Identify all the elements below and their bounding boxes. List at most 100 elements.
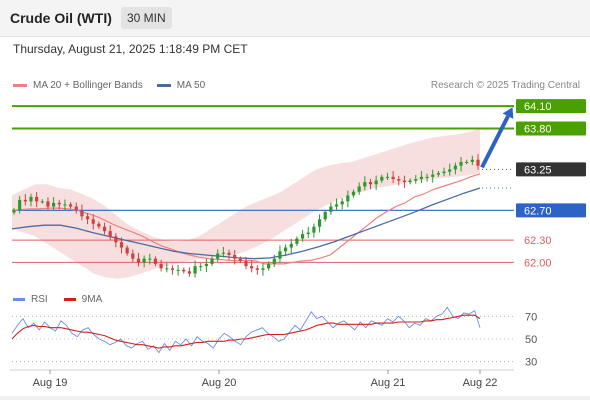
legend-item-9ma: 9MA (63, 294, 102, 305)
candle-body (204, 263, 208, 267)
candle-body (114, 236, 118, 243)
candle-body (244, 260, 248, 267)
timeframe-badge[interactable]: 30 MIN (121, 7, 172, 29)
candle-body (323, 211, 327, 220)
candle-body (317, 219, 322, 227)
candle-body (193, 266, 197, 274)
candle-body (142, 258, 146, 263)
candle-body (414, 179, 418, 181)
rsi-tick-30: 30 (525, 357, 537, 369)
candle-body (374, 180, 378, 185)
candle-body (85, 216, 90, 220)
rsi-line (11, 306, 481, 354)
candle-body (312, 226, 316, 233)
candle-body (476, 159, 480, 166)
datetime-label: Thursday, August 21, 2025 1:18:49 PM CET (13, 42, 248, 56)
legend-item-ma50: MA 50 (156, 80, 206, 91)
level-tag-62-70 (516, 203, 586, 218)
rsi-swatch (13, 298, 25, 301)
candle-body (368, 182, 373, 185)
candle-body (346, 195, 350, 202)
candle-body (210, 258, 214, 264)
candle-body (300, 234, 305, 239)
x-tick-label: Aug 19 (33, 377, 68, 389)
candle-body (187, 271, 192, 274)
candle-body (250, 266, 254, 269)
candle-body (255, 268, 259, 270)
x-tick-label: Aug 21 (371, 377, 406, 389)
legend-item-ma20: MA 20 + Bollinger Bands (13, 80, 143, 91)
level-label-63-25: 63.25 (524, 164, 552, 176)
candle-body (295, 238, 299, 244)
candle-body (97, 223, 101, 227)
legend-label-ma20: MA 20 + Bollinger Bands (33, 80, 143, 91)
candle-body (284, 247, 288, 252)
candle-body (425, 176, 429, 178)
legend-label-ma50: MA 50 (176, 80, 206, 91)
candle-body (68, 204, 73, 207)
instrument-title: Crude Oil (WTI) (10, 10, 112, 26)
bottom-border (0, 396, 590, 400)
candle-body (170, 268, 175, 270)
legend-item-rsi: RSI (13, 294, 48, 305)
candle-body (12, 210, 16, 213)
candle-body (351, 191, 356, 196)
candle-body (159, 263, 163, 269)
price-legend: MA 20 + Bollinger Bands MA 50 (13, 80, 219, 91)
ma20-swatch (13, 84, 27, 87)
candle-body (46, 201, 50, 207)
candle-body (74, 206, 78, 211)
candle-body (436, 173, 440, 175)
candle-body (221, 252, 225, 254)
rsi-tick-50: 50 (525, 334, 537, 346)
candle-body (465, 161, 469, 163)
candle-body (306, 232, 310, 235)
x-tick-label: Aug 22 (463, 377, 498, 389)
candle-body (108, 231, 112, 237)
credit-label: Research © 2025 Trading Central (430, 80, 580, 91)
candle-body (289, 243, 293, 248)
level-label-62-00: 62.00 (524, 257, 552, 269)
candle-body (363, 182, 367, 187)
candle-body (57, 202, 61, 205)
candle-body (391, 176, 395, 180)
candle-body (329, 206, 333, 212)
candle-body (233, 254, 237, 259)
candle-body (334, 204, 339, 207)
candle-body (419, 176, 424, 180)
level-tag-63-80 (516, 121, 586, 136)
candle-body (459, 161, 463, 166)
candle-body (385, 176, 390, 178)
candle-body (23, 199, 27, 202)
candle-body (272, 258, 276, 264)
candle-body (136, 258, 141, 263)
candle-body (40, 201, 44, 203)
candle-body (380, 176, 384, 181)
candle-body (52, 202, 56, 207)
candle-body (238, 258, 242, 261)
candle-body (125, 247, 129, 254)
legend-label-rsi: RSI (31, 294, 48, 305)
rsi-legend: RSI 9MA (13, 294, 118, 305)
candle-body (29, 196, 33, 202)
candle-body (402, 180, 407, 183)
candle-body (261, 268, 265, 270)
level-label-63-80: 63.80 (524, 123, 552, 135)
level-tag-64-10 (516, 99, 586, 114)
candle-body (227, 252, 231, 255)
candle-body (397, 179, 401, 181)
candle-body (267, 263, 271, 269)
candle-body (357, 186, 361, 192)
candle-body (431, 174, 435, 177)
level-label-62-70: 62.70 (524, 205, 552, 217)
candle-body (119, 242, 124, 248)
candle-body (18, 199, 22, 211)
candle-body (102, 226, 107, 232)
candle-body (176, 269, 180, 271)
candle-body (442, 171, 446, 174)
candle-body (216, 253, 220, 259)
bollinger-band-area (12, 128, 480, 279)
projection-arrow-shaft (480, 115, 510, 169)
